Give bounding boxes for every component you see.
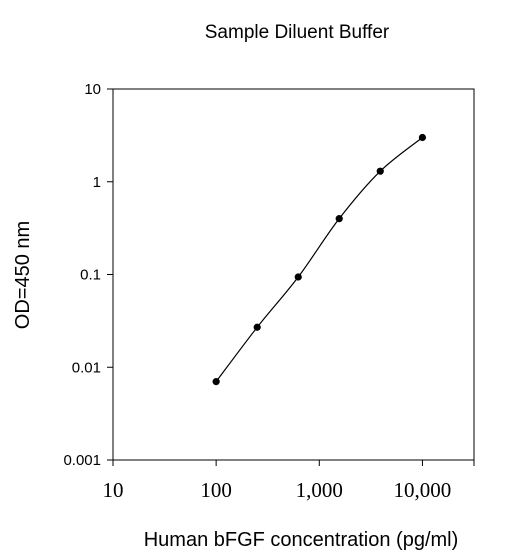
y-tick-label: 0.01 (72, 359, 101, 376)
y-tick-label: 0.001 (63, 452, 101, 469)
data-point (335, 215, 343, 223)
x-tick-label: 1,000 (296, 478, 343, 502)
y-tick-label: 10 (84, 81, 101, 98)
plot-frame (112, 88, 475, 461)
data-point (294, 273, 302, 281)
series-line (215, 137, 423, 382)
data-point (376, 167, 384, 175)
y-tick-label: 0.1 (80, 267, 101, 284)
y-tick-label: 1 (93, 174, 101, 191)
x-tick-label: 10 (103, 478, 124, 502)
chart-title: Sample Diluent Buffer (205, 22, 390, 43)
plot-area: 0.001 0.01 0.1 1 10 10 100 1,000 10,000 (63, 81, 475, 502)
data-point (212, 378, 220, 386)
data-point (418, 133, 427, 142)
x-tick-label: 100 (200, 478, 232, 502)
x-tick-label: 10,000 (394, 478, 452, 502)
y-axis-label: OD=450 nm (12, 221, 34, 329)
x-axis-label: Human bFGF concentration (pg/ml) (144, 529, 459, 551)
data-point (253, 323, 261, 331)
